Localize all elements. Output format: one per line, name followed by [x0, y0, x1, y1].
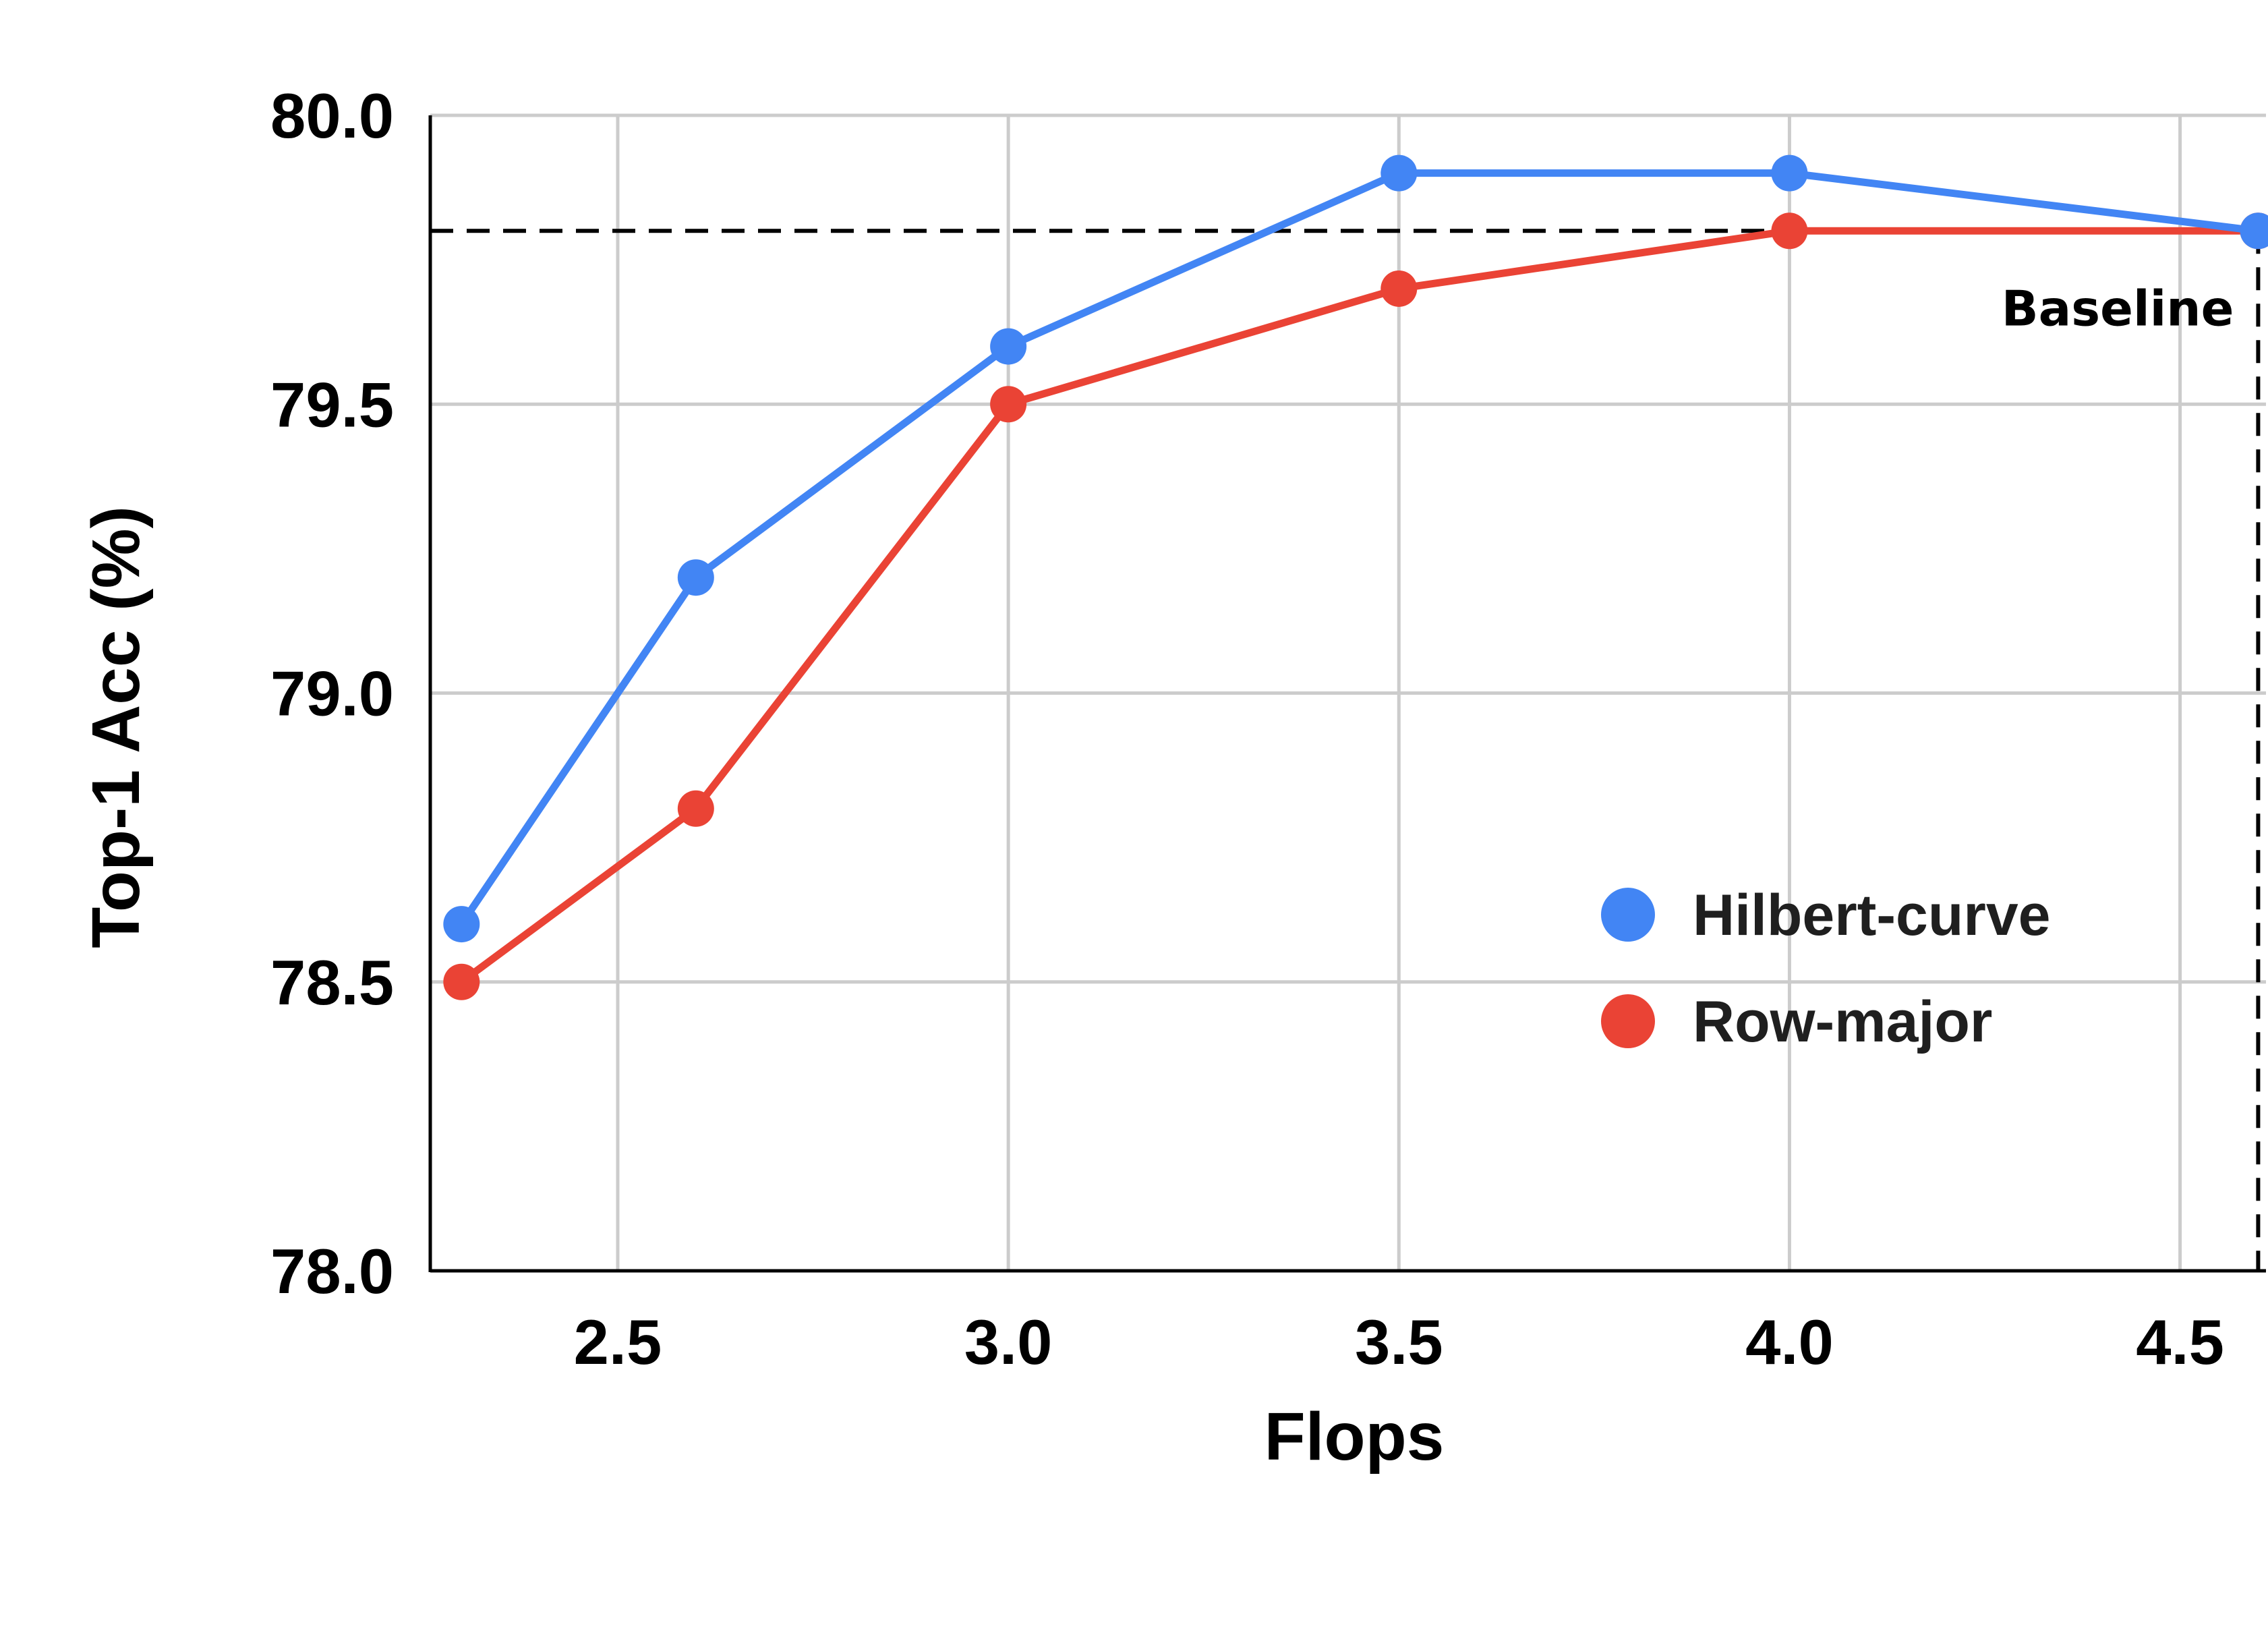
legend-marker-hilbert-curve [1601, 888, 1655, 942]
data-point-row-major [443, 963, 480, 1000]
legend-label: Row-major [1693, 990, 1992, 1054]
x-tick-label: 4.0 [1745, 1307, 1834, 1377]
y-tick-label: 78.5 [270, 947, 394, 1018]
data-point-row-major [990, 386, 1027, 423]
x-tick-label: 2.5 [574, 1307, 662, 1377]
x-tick-label: 3.5 [1355, 1307, 1443, 1377]
y-axis-title: Top-1 Acc (%) [78, 506, 154, 948]
y-tick-label: 79.0 [270, 658, 394, 729]
data-point-hilbert-curve [1380, 154, 1418, 192]
data-point-row-major [1380, 270, 1418, 307]
x-tick-label: 4.5 [2136, 1307, 2224, 1377]
series-line-row-major [457, 227, 2262, 986]
data-point-hilbert-curve [443, 906, 480, 943]
legend-marker-row-major [1601, 994, 1655, 1048]
legend: Hilbert-curve Row-major [1601, 883, 2051, 1054]
data-point-hilbert-curve [677, 559, 714, 596]
series-line-hilbert-curve [457, 169, 2262, 928]
data-point-hilbert-curve [2240, 212, 2268, 250]
baseline-label: Baseline [2002, 280, 2234, 337]
legend-label: Hilbert-curve [1693, 883, 2051, 948]
y-tick-label: 78.0 [270, 1236, 394, 1307]
grid-lines [430, 113, 2266, 1271]
baseline-reference: Baseline [430, 229, 2261, 1271]
data-series [443, 154, 2268, 1000]
data-point-row-major [677, 790, 714, 827]
tick-labels: 2.5 3.0 3.5 4.0 4.5 78.0 78.5 79.0 79.5 80.0 [270, 80, 2224, 1377]
data-point-hilbert-curve [990, 328, 1027, 365]
x-axis-title: Flops [1264, 1399, 1445, 1475]
data-point-row-major [1771, 212, 1808, 250]
data-point-hilbert-curve [1771, 154, 1808, 192]
plot-axes [428, 115, 2266, 1273]
x-tick-label: 3.0 [964, 1307, 1053, 1377]
y-tick-label: 80.0 [270, 80, 394, 151]
y-tick-label: 79.5 [270, 369, 394, 440]
